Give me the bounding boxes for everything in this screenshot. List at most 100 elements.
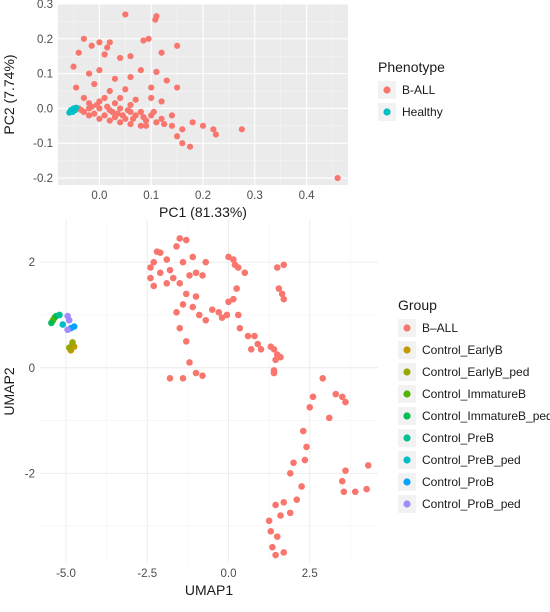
data-point — [101, 112, 108, 119]
data-point — [199, 122, 207, 129]
legend-label: B-ALL — [402, 83, 436, 97]
data-point — [75, 49, 82, 56]
data-point — [189, 303, 197, 311]
data-point — [150, 282, 158, 290]
data-point — [129, 115, 137, 122]
data-point — [169, 274, 177, 282]
data-point — [137, 67, 144, 74]
data-point — [156, 249, 164, 257]
data-point — [212, 131, 220, 138]
legend-label: Control_EarlyB — [422, 343, 503, 357]
data-point — [91, 110, 98, 117]
data-point — [223, 311, 231, 319]
data-point — [66, 109, 73, 116]
data-point — [174, 84, 181, 91]
data-point — [91, 80, 98, 88]
data-point — [145, 35, 152, 42]
data-point — [96, 115, 103, 122]
data-point — [122, 86, 129, 93]
data-point — [270, 369, 278, 377]
legend-key-marker — [383, 86, 391, 94]
data-point — [80, 35, 87, 42]
legend-label: Control_ImmatureB — [422, 387, 526, 401]
pca-legend-items: B-ALL Healthy — [378, 81, 443, 121]
legend-key-marker — [403, 500, 411, 508]
x-tick-label: -2.5 — [137, 568, 157, 580]
legend-key-marker — [403, 456, 411, 464]
data-point — [299, 427, 307, 435]
data-point — [158, 49, 165, 56]
data-point — [173, 243, 180, 250]
y-tick-label: -0.2 — [33, 173, 53, 185]
pca-y-tick-labels: -0.2 -0.1 0.0 0.1 0.2 0.3 — [33, 0, 53, 185]
data-point — [111, 75, 119, 82]
data-point — [78, 107, 85, 114]
data-point — [96, 39, 103, 46]
umap-legend: Group B–ALL Control_EarlyB Control_EarlyB_… — [398, 297, 550, 513]
pca-legend: Phenotype B-ALL Healthy — [378, 59, 445, 121]
data-point — [325, 414, 333, 422]
data-point — [277, 353, 284, 361]
data-point — [202, 316, 210, 324]
data-point — [186, 359, 193, 366]
data-point — [342, 467, 349, 474]
y-tick-label: 0.0 — [37, 103, 53, 115]
umap-legend-items: B–ALL Control_EarlyB Control_EarlyB_ped Con… — [398, 319, 550, 513]
data-point — [277, 512, 284, 519]
data-point — [168, 112, 176, 119]
pca-panel: 0.0 0.1 0.2 0.3 0.4 -0.2 -0.1 0.0 0.1 0.2 0.3 PC1… — [1, 0, 445, 220]
data-point — [192, 369, 200, 377]
umap-y-axis-title: UMAP2 — [1, 367, 17, 415]
legend-label: Control_ImmatureB_ped — [422, 409, 550, 423]
data-point — [280, 261, 288, 269]
data-point — [56, 311, 63, 319]
data-point — [210, 126, 217, 133]
data-point — [272, 356, 279, 364]
data-point — [176, 280, 184, 287]
legend-key-marker — [403, 324, 411, 332]
umap-y-tick-labels: -2 0 2 — [25, 257, 35, 480]
data-point — [117, 94, 124, 102]
data-point — [272, 501, 279, 509]
data-point — [230, 295, 237, 303]
data-point — [251, 332, 258, 340]
data-point — [301, 456, 309, 464]
data-point — [85, 70, 93, 77]
data-point — [179, 375, 187, 382]
data-point — [254, 340, 262, 348]
data-point — [236, 324, 244, 332]
data-point — [65, 344, 73, 352]
pca-gridlines — [58, 3, 348, 185]
data-point — [218, 314, 226, 321]
data-point — [280, 295, 288, 303]
data-point — [150, 258, 158, 266]
data-point — [351, 488, 359, 496]
data-point — [104, 44, 111, 51]
data-point — [101, 94, 108, 102]
x-tick-label: 0.3 — [247, 190, 263, 202]
pca-legend-title: Phenotype — [378, 59, 445, 75]
data-point — [70, 323, 78, 330]
data-point — [286, 509, 294, 517]
data-point — [106, 117, 113, 124]
x-tick-label: 2.5 — [302, 568, 318, 580]
umap-panel: -5.0 -2.5 0.0 2.5 -2 0 2 UMAP1 UMAP2 Group B–… — [1, 220, 550, 598]
data-point — [104, 103, 111, 110]
data-point — [96, 67, 103, 74]
pca-y-axis-title: PC2 (7.74%) — [1, 54, 17, 134]
data-point — [147, 264, 154, 271]
data-point — [137, 122, 144, 129]
data-point — [272, 551, 279, 559]
umap-legend-title: Group — [398, 297, 437, 313]
data-point — [342, 398, 349, 406]
legend-label: Healthy — [402, 105, 443, 119]
y-tick-label: -0.1 — [33, 138, 53, 150]
data-point — [73, 104, 80, 111]
data-point — [280, 549, 288, 556]
data-point — [119, 112, 126, 119]
data-point — [176, 235, 184, 242]
data-point — [163, 280, 171, 287]
data-point — [117, 119, 124, 126]
y-tick-label: -2 — [25, 468, 35, 480]
data-point — [208, 306, 216, 314]
